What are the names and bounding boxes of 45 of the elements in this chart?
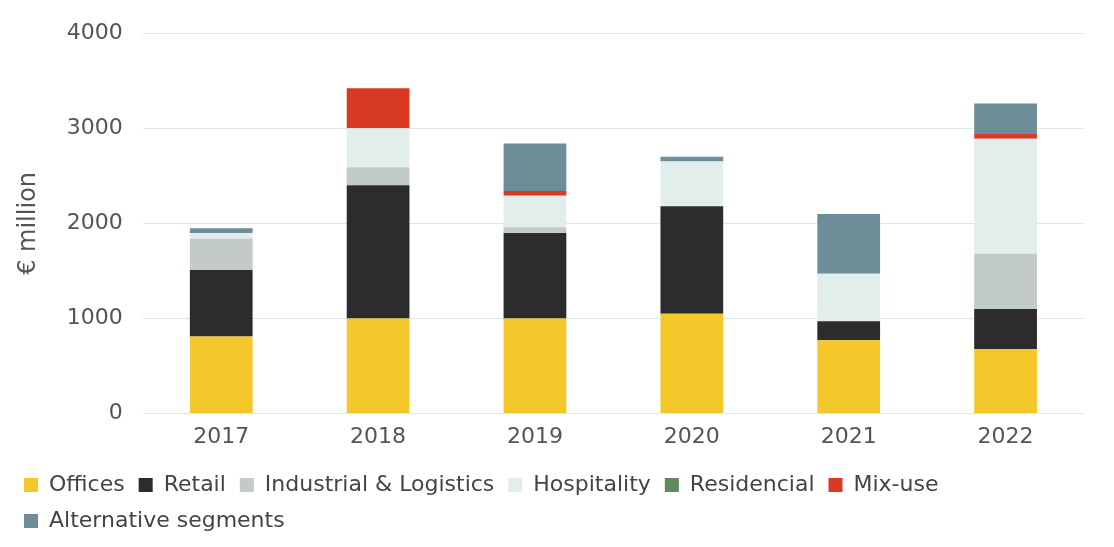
bar [660, 161, 724, 207]
bar [817, 213, 881, 274]
bar [346, 167, 410, 186]
y-tick-label: 4000 [66, 18, 123, 44]
bar [503, 227, 567, 233]
x-tick-label: 2021 [820, 422, 877, 448]
bar [503, 318, 567, 414]
bar [974, 134, 1037, 139]
bar [974, 253, 1037, 309]
bar [660, 156, 724, 162]
legend-label: Industrial & Logistics [264, 470, 495, 496]
x-tick-label: 2022 [977, 422, 1034, 448]
legend-label: Hospitality [533, 470, 651, 496]
y-tick-label: 2000 [66, 209, 123, 235]
bar [346, 318, 410, 414]
legend-label: Alternative segments [49, 506, 285, 532]
bar [503, 232, 567, 319]
bar [503, 191, 567, 196]
y-tick-label: 1000 [66, 304, 123, 330]
bar [346, 88, 410, 129]
x-tick-label: 2018 [350, 422, 407, 448]
bar [660, 206, 724, 314]
legend-label: Residencial [689, 470, 815, 496]
x-tick-label: 2017 [193, 422, 250, 448]
y-tick-label: 0 [108, 399, 123, 425]
x-tick-label: 2019 [506, 422, 563, 448]
bar [974, 308, 1037, 349]
y-tick-label: 3000 [66, 114, 123, 140]
legend-label: Mix-use [853, 470, 939, 496]
bar [189, 336, 253, 414]
bar [503, 143, 567, 192]
bar [189, 232, 253, 239]
bar [817, 321, 881, 341]
bar [660, 313, 724, 414]
bar [817, 340, 881, 414]
bar [189, 238, 253, 270]
bar [189, 228, 253, 233]
legend-label: Offices [49, 470, 125, 496]
x-tick-label: 2020 [663, 422, 720, 448]
bar [974, 348, 1037, 414]
bar [974, 103, 1037, 135]
legend-label: Retail [163, 470, 226, 496]
y-axis-title: € million [12, 171, 41, 275]
bar [189, 270, 253, 337]
bar [346, 185, 410, 319]
